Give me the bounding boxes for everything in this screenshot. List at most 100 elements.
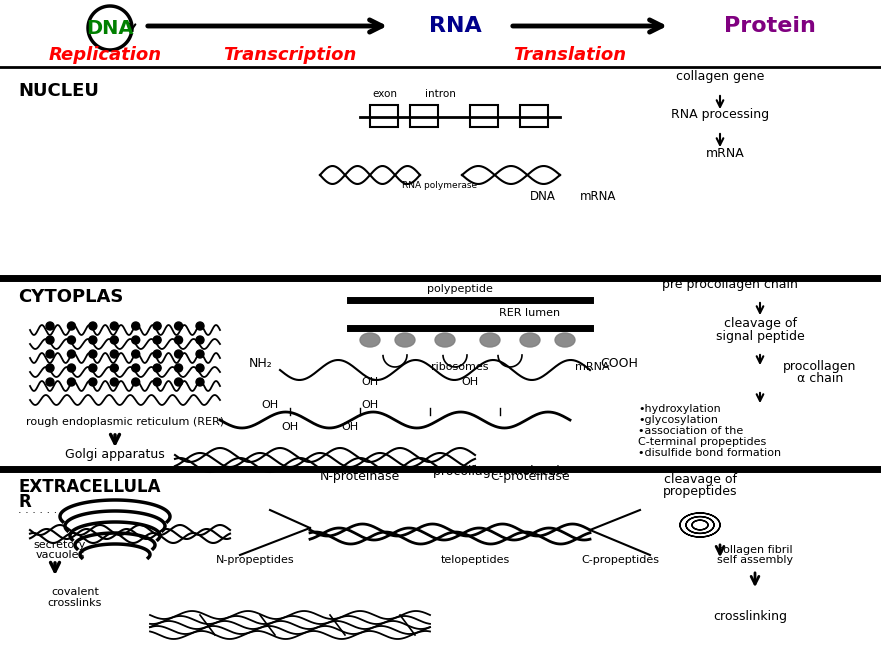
Text: •hydroxylation: •hydroxylation <box>638 404 721 414</box>
Circle shape <box>68 336 76 344</box>
Text: Protein: Protein <box>724 16 816 36</box>
Text: collagen gene: collagen gene <box>676 70 764 83</box>
Text: Transcription: Transcription <box>223 46 357 64</box>
Circle shape <box>153 364 161 372</box>
Text: covalent: covalent <box>51 587 99 597</box>
Text: propeptides: propeptides <box>663 485 737 498</box>
Circle shape <box>68 378 76 386</box>
Circle shape <box>110 378 118 386</box>
Ellipse shape <box>360 333 380 347</box>
Circle shape <box>174 350 182 358</box>
Circle shape <box>132 336 140 344</box>
Text: intron: intron <box>425 89 455 99</box>
Text: EXTRACELLULA: EXTRACELLULA <box>18 478 160 496</box>
Text: polypeptide: polypeptide <box>427 284 493 294</box>
Text: C-proteinase: C-proteinase <box>490 470 570 483</box>
Text: Translation: Translation <box>514 46 626 64</box>
Text: secretory: secretory <box>33 540 86 550</box>
Ellipse shape <box>480 333 500 347</box>
Ellipse shape <box>395 333 415 347</box>
Text: mRNA: mRNA <box>580 190 617 203</box>
Text: C-propeptides: C-propeptides <box>581 555 659 565</box>
Circle shape <box>39 514 51 526</box>
Circle shape <box>68 364 76 372</box>
Text: OH: OH <box>361 377 379 387</box>
Text: RNA processing: RNA processing <box>671 108 769 121</box>
Circle shape <box>174 364 182 372</box>
Circle shape <box>153 378 161 386</box>
Text: OH: OH <box>262 400 278 410</box>
Circle shape <box>54 524 66 536</box>
Text: DNA: DNA <box>86 18 134 37</box>
Circle shape <box>72 524 84 536</box>
Circle shape <box>39 526 51 538</box>
Circle shape <box>495 400 505 410</box>
Circle shape <box>110 322 118 330</box>
Text: exon: exon <box>373 89 397 99</box>
Circle shape <box>153 322 161 330</box>
Circle shape <box>89 364 97 372</box>
Circle shape <box>465 363 475 373</box>
Circle shape <box>110 364 118 372</box>
Text: NH₂: NH₂ <box>248 357 272 370</box>
Circle shape <box>46 336 54 344</box>
Text: CYTOPLAS: CYTOPLAS <box>18 288 123 306</box>
Text: ribosomes: ribosomes <box>432 362 489 372</box>
Text: rough endoplasmic reticulum (RER): rough endoplasmic reticulum (RER) <box>26 417 224 427</box>
Text: pre procollagen chain: pre procollagen chain <box>662 278 798 291</box>
Circle shape <box>174 322 182 330</box>
Circle shape <box>89 322 97 330</box>
Text: α chain: α chain <box>797 372 843 385</box>
Text: mRNA: mRNA <box>575 362 610 372</box>
Text: OH: OH <box>342 422 359 432</box>
Circle shape <box>132 350 140 358</box>
Text: telopeptides: telopeptides <box>440 555 509 565</box>
Text: RER lumen: RER lumen <box>500 308 560 318</box>
Text: mRNA: mRNA <box>706 147 744 160</box>
Text: N-propeptides: N-propeptides <box>216 555 294 565</box>
Bar <box>370 105 398 127</box>
Circle shape <box>153 336 161 344</box>
Text: self assembly: self assembly <box>717 555 793 565</box>
Text: crosslinks: crosslinks <box>48 598 102 608</box>
Circle shape <box>196 322 204 330</box>
Text: OH: OH <box>281 422 299 432</box>
Circle shape <box>110 350 118 358</box>
Ellipse shape <box>435 333 455 347</box>
Text: Golgi apparatus: Golgi apparatus <box>65 448 165 461</box>
Text: C-terminal propeptides: C-terminal propeptides <box>638 437 766 447</box>
Text: vacuoles: vacuoles <box>35 550 85 560</box>
Circle shape <box>69 514 81 526</box>
Circle shape <box>196 350 204 358</box>
Circle shape <box>196 378 204 386</box>
Bar <box>410 105 438 127</box>
Circle shape <box>425 400 435 410</box>
Circle shape <box>24 504 36 516</box>
Text: •disulfide bond formation: •disulfide bond formation <box>638 448 781 458</box>
Text: crosslinking: crosslinking <box>713 610 787 623</box>
Text: •association of the: •association of the <box>638 426 744 436</box>
Text: procollagen molecule: procollagen molecule <box>433 465 567 478</box>
Text: signal peptide: signal peptide <box>715 330 804 343</box>
Circle shape <box>285 400 295 410</box>
Circle shape <box>132 378 140 386</box>
Circle shape <box>46 364 54 372</box>
Circle shape <box>355 400 365 410</box>
Text: DNA: DNA <box>530 190 556 203</box>
Circle shape <box>68 350 76 358</box>
Text: cleavage of: cleavage of <box>663 473 737 486</box>
Circle shape <box>196 364 204 372</box>
Circle shape <box>196 336 204 344</box>
Text: RNA: RNA <box>429 16 481 36</box>
Circle shape <box>46 378 54 386</box>
Text: collagen fibril: collagen fibril <box>717 545 793 555</box>
Text: COOH: COOH <box>600 357 638 370</box>
Text: OH: OH <box>361 400 379 410</box>
Text: Replication: Replication <box>48 46 161 64</box>
Circle shape <box>68 322 76 330</box>
Circle shape <box>110 336 118 344</box>
Circle shape <box>174 378 182 386</box>
Circle shape <box>89 378 97 386</box>
Circle shape <box>174 336 182 344</box>
Text: RNA polymerase: RNA polymerase <box>403 180 478 190</box>
